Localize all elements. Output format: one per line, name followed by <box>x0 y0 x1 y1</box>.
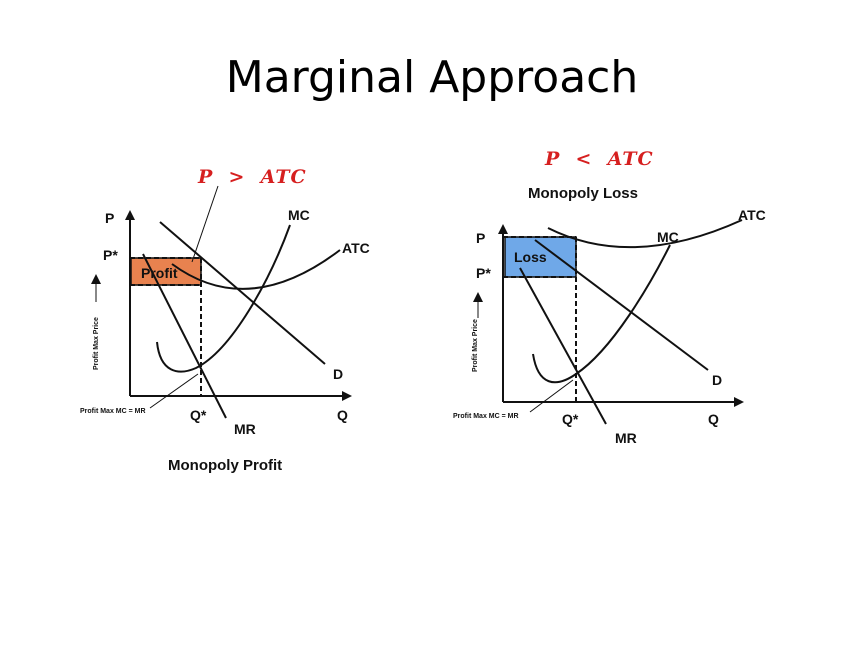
left-condition-pointer <box>191 185 219 263</box>
right-mr-curve <box>519 267 607 425</box>
right-atc-curve <box>547 219 743 249</box>
left-caption: Monopoly Profit <box>168 457 282 474</box>
right-mcmr-label: Profit Max MC = MR <box>453 413 519 420</box>
right-condition-label: P < ATC <box>545 148 654 170</box>
left-mc-curve <box>156 224 291 373</box>
left-mr-curve <box>142 253 227 419</box>
left-qstar-label: Q* <box>190 407 207 423</box>
right-mc-label: MC <box>657 229 679 245</box>
left-mr-label: MR <box>234 421 256 437</box>
left-atc-curve <box>171 249 341 290</box>
right-area-label: Loss <box>514 249 547 265</box>
right-mcmr-pointer <box>529 379 574 413</box>
right-qstar-label: Q* <box>562 411 579 427</box>
right-axis-p-label: P <box>476 230 485 246</box>
left-mcmr-pointer <box>149 373 199 409</box>
left-diagram: Profit P Q P* Q* MC ATC D MR Profit Max … <box>80 185 370 474</box>
left-axis-q-label: Q <box>337 407 348 423</box>
left-side-label: Profit Max Price <box>93 317 100 370</box>
right-mc-curve <box>532 244 671 384</box>
left-profit-area <box>130 257 202 286</box>
right-heading: Monopoly Loss <box>528 185 638 202</box>
right-d-label: D <box>712 372 722 388</box>
left-d-label: D <box>333 366 343 382</box>
right-axis-q-label: Q <box>708 411 719 427</box>
right-demand-curve <box>534 239 709 371</box>
left-mcmr-label: Profit Max MC = MR <box>80 408 146 415</box>
right-diagram: Monopoly Loss Loss P Q P* Q* MC ATC D MR… <box>453 185 766 446</box>
right-pstar-label: P* <box>476 265 491 281</box>
left-condition-label: P > ATC <box>198 166 307 188</box>
left-area-label: Profit <box>141 265 178 281</box>
left-demand-curve <box>159 221 326 365</box>
left-pstar-label: P* <box>103 247 118 263</box>
right-mr-label: MR <box>615 430 637 446</box>
right-atc-label: ATC <box>738 207 766 223</box>
left-axis-p-label: P <box>105 210 114 226</box>
left-atc-label: ATC <box>342 240 370 256</box>
right-side-label: Profit Max Price <box>472 319 479 372</box>
left-mc-label: MC <box>288 207 310 223</box>
slide-title: Marginal Approach <box>225 52 639 103</box>
